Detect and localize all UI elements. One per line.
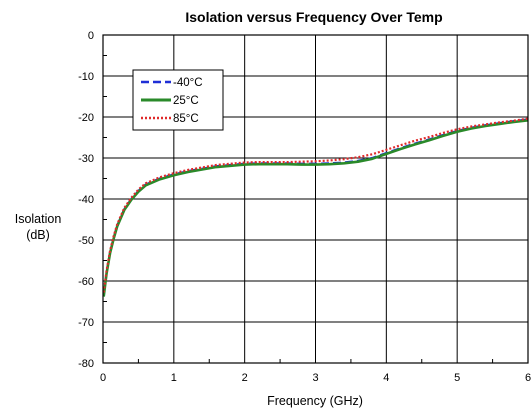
y-tick-label: -70 <box>78 317 94 329</box>
y-tick-label: -30 <box>78 153 94 165</box>
y-tick-label: -20 <box>78 112 94 124</box>
y-axis-label-line2: (dB) <box>26 228 50 242</box>
y-tick-label: -10 <box>78 71 94 83</box>
y-tick-label: -80 <box>78 358 94 370</box>
x-axis-label: Frequency (GHz) <box>267 394 363 408</box>
x-tick-label: 2 <box>242 372 248 384</box>
x-tick-label: 5 <box>454 372 460 384</box>
legend-label-1: 25°C <box>173 95 199 107</box>
legend: -40°C 25°C 85°C <box>132 69 224 131</box>
y-tick-label: -40 <box>78 194 94 206</box>
legend-label-2: 85°C <box>173 113 199 125</box>
plot-frame <box>102 34 529 364</box>
series-line-1 <box>102 118 529 297</box>
data-series <box>102 117 529 297</box>
x-tick-label: 0 <box>100 372 106 384</box>
x-tick-label: 3 <box>312 372 318 384</box>
y-tick-label: -60 <box>78 276 94 288</box>
y-tick-label: 0 <box>88 30 94 42</box>
x-tick-label: 4 <box>383 372 389 384</box>
x-tick-label: 1 <box>171 372 177 384</box>
y-axis-label-line1: Isolation <box>15 212 62 226</box>
y-tick-label: -50 <box>78 235 94 247</box>
chart-title: Isolation versus Frequency Over Temp <box>185 9 442 25</box>
tick-labels: 0 1 2 3 4 5 6 0 -10 -20 -30 -40 -50 -60 -70 -80 <box>78 30 531 384</box>
x-tick-label: 6 <box>525 372 531 384</box>
series-line-2 <box>102 117 529 293</box>
legend-label-0: -40°C <box>173 77 203 89</box>
